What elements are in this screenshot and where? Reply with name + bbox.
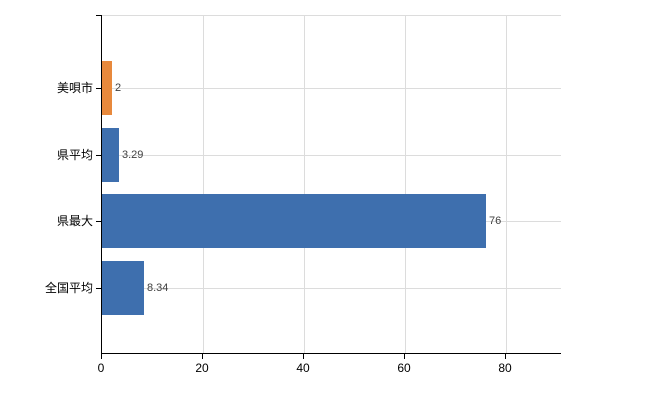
bar-value-label: 2	[115, 82, 122, 94]
x-axis-tick	[505, 354, 506, 359]
plot-area: 2 3.29 76 8.34	[101, 15, 561, 354]
y-axis-tick	[96, 88, 101, 89]
bar-value-label: 8.34	[147, 282, 169, 294]
bar	[102, 61, 112, 115]
y-axis-tick	[96, 221, 101, 222]
gridline-y	[102, 88, 561, 89]
x-tick-label: 0	[97, 361, 105, 375]
bar	[102, 194, 486, 248]
category-label: 県最大	[56, 214, 93, 228]
category-label: 美唄市	[56, 81, 93, 95]
x-axis-tick	[202, 354, 203, 359]
gridline-top	[102, 15, 561, 16]
gridline-x	[203, 15, 204, 353]
x-tick-label: 80	[498, 361, 512, 375]
gridline-x	[304, 15, 305, 353]
category-label: 県平均	[56, 148, 93, 162]
x-axis-tick	[101, 354, 102, 359]
gridline-x	[405, 15, 406, 353]
bar	[102, 128, 119, 182]
category-label: 全国平均	[44, 281, 93, 295]
x-tick-label: 20	[195, 361, 209, 375]
bar	[102, 261, 144, 315]
y-axis-tick	[96, 288, 101, 289]
x-tick-label: 40	[296, 361, 310, 375]
bar-value-label: 76	[489, 215, 502, 227]
x-axis-tick	[303, 354, 304, 359]
x-axis-tick	[404, 354, 405, 359]
x-tick-label: 60	[397, 361, 411, 375]
gridline-y	[102, 155, 561, 156]
bar-value-label: 3.29	[122, 149, 144, 161]
y-axis-tick	[96, 155, 101, 156]
gridline-y	[102, 288, 561, 289]
y-axis-tick	[96, 15, 101, 16]
gridline-x	[506, 15, 507, 353]
